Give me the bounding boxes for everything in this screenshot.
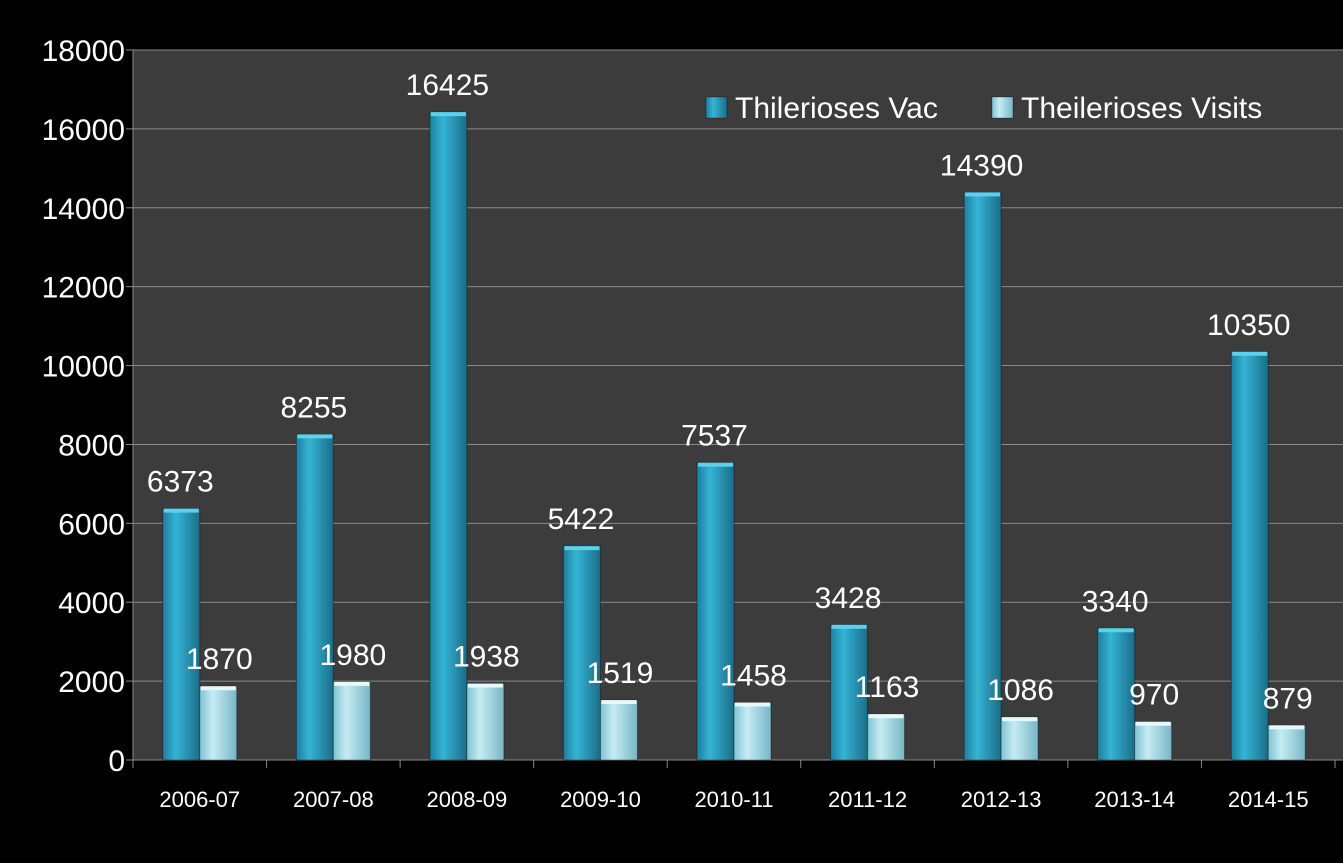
bar-vac	[295, 433, 334, 761]
bar-vac	[562, 545, 601, 761]
x-tick-label: 2012-13	[961, 787, 1042, 812]
data-label: 5422	[548, 503, 615, 536]
bar-vac	[1230, 351, 1269, 761]
bar-cap	[430, 112, 466, 117]
y-tick-label: 6000	[58, 508, 125, 541]
bar-cap	[601, 700, 637, 705]
legend-entry: Theilerioses Visits	[1021, 92, 1262, 125]
bar-cap	[1098, 628, 1134, 633]
data-label: 6373	[147, 466, 214, 499]
bar-visits	[1134, 721, 1173, 761]
data-label: 3428	[815, 582, 882, 615]
bars	[162, 111, 1306, 761]
bar-visits	[332, 681, 371, 761]
data-label: 14390	[940, 149, 1023, 182]
data-label: 1163	[855, 671, 920, 704]
x-tick-label: 2007-08	[293, 787, 374, 812]
bar-cap	[334, 681, 370, 686]
bar-visits	[599, 699, 638, 761]
x-tick-label: 2013-14	[1094, 787, 1175, 812]
y-tick-label: 8000	[58, 429, 125, 462]
data-label: 10350	[1207, 309, 1290, 342]
bar-visits	[466, 683, 505, 761]
data-label: 3340	[1082, 585, 1149, 618]
axes: 0 2000 4000 6000 8000 10000 12000 14000 16000 180…	[42, 35, 1343, 812]
bar-visits	[1000, 716, 1039, 761]
bar-vac	[162, 508, 201, 761]
data-label: 1938	[453, 641, 520, 674]
bar-vac	[1097, 627, 1136, 761]
x-tick-label: 2008-09	[427, 787, 508, 812]
data-label: 8255	[280, 391, 347, 424]
legend-swatch	[991, 96, 1014, 119]
bar-cap	[1002, 717, 1038, 722]
bar-cap	[965, 192, 1001, 197]
gridlines	[133, 49, 1343, 682]
bar-visits	[733, 701, 772, 761]
bar-cap	[831, 624, 867, 629]
bar-cap	[467, 683, 503, 688]
data-label: 16425	[406, 69, 489, 102]
y-tick-label: 14000	[42, 193, 125, 226]
y-tick-label: 2000	[58, 666, 125, 699]
data-label: 1086	[987, 674, 1054, 707]
plot-area	[133, 50, 1343, 760]
bar-visits	[199, 685, 238, 761]
bar-visits	[867, 713, 906, 761]
data-labels: 6373 1870 8255 1980 16425 1938 5422 1519 7537 145…	[147, 69, 1313, 715]
bar-vac	[696, 462, 735, 761]
bar-vac	[830, 624, 869, 761]
bar-cap	[1232, 351, 1268, 356]
data-label: 970	[1129, 679, 1179, 712]
bar-cap	[735, 702, 770, 707]
bar-vac	[429, 111, 468, 761]
legend-swatch	[705, 96, 728, 119]
data-label: 7537	[681, 420, 748, 453]
bar-cap	[163, 508, 199, 513]
bar-cap	[564, 546, 600, 551]
x-tick-label: 2006-07	[159, 787, 240, 812]
x-tick-label: 2011-12	[828, 787, 907, 812]
data-label: 1458	[720, 659, 787, 692]
data-label: 1980	[319, 639, 386, 672]
data-label: 1870	[186, 643, 253, 676]
bar-visits	[1267, 724, 1306, 761]
y-tick-label: 0	[108, 745, 125, 778]
x-tick-label: 2014-15	[1228, 787, 1309, 812]
y-tick-label: 4000	[58, 587, 125, 620]
bar-cap	[297, 434, 333, 439]
legend: Thilerioses Vac Theilerioses Visits	[705, 92, 1262, 125]
y-tick-label: 16000	[42, 114, 125, 147]
bar-cap	[868, 714, 904, 719]
bar-cap	[200, 686, 236, 691]
y-tick-label: 10000	[42, 351, 125, 384]
legend-entry: Thilerioses Vac	[735, 92, 938, 125]
bar-cap	[698, 462, 733, 467]
y-tick-label: 12000	[42, 272, 125, 305]
y-tick-label: 18000	[42, 35, 125, 68]
data-label: 1519	[587, 657, 654, 690]
bar-cap	[1135, 721, 1171, 726]
data-label: 879	[1263, 682, 1313, 715]
x-tick-label: 2009-10	[560, 787, 641, 812]
bar-cap	[1269, 725, 1305, 730]
x-tick-label: 2010-11	[694, 787, 773, 812]
